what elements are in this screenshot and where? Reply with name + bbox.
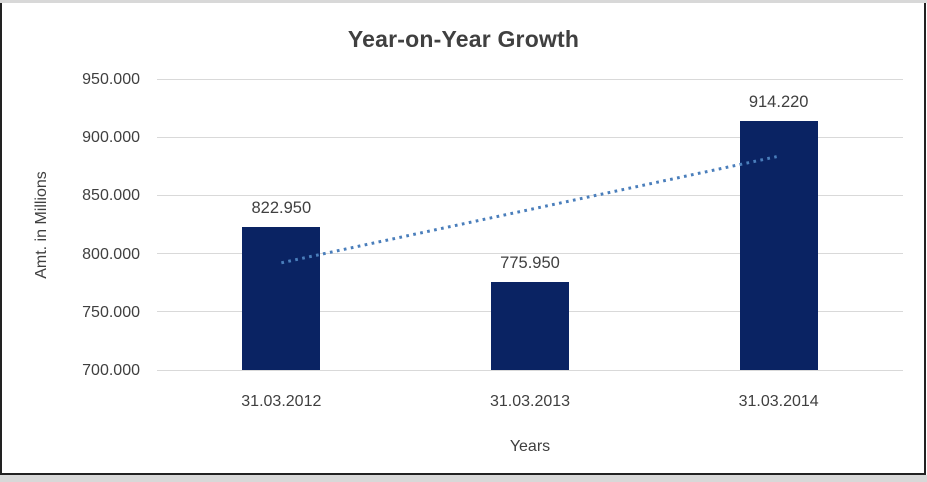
x-axis-tick-label: 31.03.2014	[738, 393, 819, 410]
y-axis-tick-label: 900.000	[82, 129, 140, 147]
outer-margin-top	[0, 0, 927, 3]
plot-area	[157, 78, 903, 371]
y-axis-tick-label: 700.000	[82, 362, 140, 379]
bar-value-label: 822.950	[251, 198, 312, 217]
chart-title: Year-on-Year Growth	[347, 26, 580, 52]
x-axis-tick-label: 31.03.2012	[241, 393, 322, 410]
outer-margin-bottom	[0, 475, 927, 482]
bar-31.03.2013[interactable]	[491, 281, 569, 370]
trendline[interactable]	[157, 79, 903, 370]
bar-value-label: 775.950	[500, 253, 560, 272]
y-axis-tick-label: 750.000	[82, 303, 140, 321]
bar-31.03.2014[interactable]	[739, 120, 818, 370]
bar-value-label: 914.220	[748, 92, 809, 111]
y-axis-tick-label: 800.000	[82, 245, 140, 263]
gridline	[157, 369, 903, 371]
y-axis-tick-label: 950.000	[82, 71, 140, 88]
y-axis-tick-label: 850.000	[82, 187, 140, 205]
x-axis-title: Years	[509, 438, 551, 455]
bar-31.03.2012[interactable]	[242, 226, 321, 370]
y-axis-title: Amt. in Millions	[33, 171, 50, 279]
gridline	[157, 253, 903, 255]
gridline	[157, 78, 903, 80]
gridline	[157, 194, 903, 196]
gridline	[157, 136, 903, 138]
x-axis-tick-label: 31.03.2013	[489, 393, 571, 410]
